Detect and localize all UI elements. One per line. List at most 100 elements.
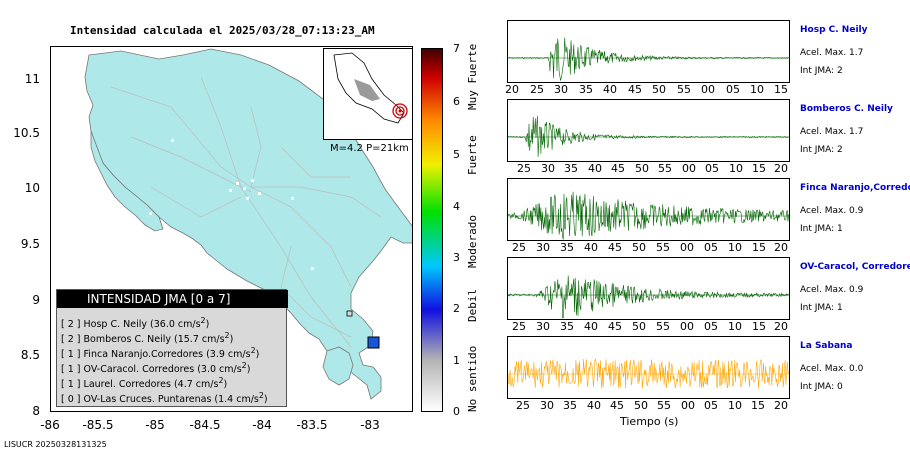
- x-tick-label: -85.5: [82, 418, 114, 432]
- time-tick: 25: [512, 241, 526, 254]
- time-tick: 30: [540, 399, 554, 412]
- legend-close: ): [255, 349, 260, 361]
- time-tick: 55: [656, 320, 670, 333]
- legend-level: [ 1 ]: [61, 364, 81, 376]
- legend-text: Hosp C. Neily (36.0 cm/s: [83, 319, 201, 331]
- time-tick: 10: [729, 162, 743, 175]
- legend-row: [ 0 ] OV-Las Cruces. Puntarenas (1.4 cm/…: [61, 391, 268, 405]
- waveform-svg: [507, 358, 789, 389]
- colorbar-number: 6: [453, 95, 460, 108]
- time-tick: 00: [680, 320, 694, 333]
- time-tick: 05: [726, 83, 740, 96]
- station-acel: Acel. Max. 0.0: [800, 364, 864, 374]
- y-tick-label: 9: [32, 293, 40, 307]
- time-tick: 20: [774, 241, 788, 254]
- waveform-svg: [507, 275, 789, 319]
- station-marker-small[interactable]: [346, 310, 353, 317]
- time-tick: 00: [682, 162, 696, 175]
- colorbar-word: Debil: [466, 288, 479, 322]
- waveform-panel: [507, 99, 790, 162]
- station-name: Finca Naranjo,Corredores: [800, 183, 910, 193]
- station-int: Int JMA: 2: [800, 66, 843, 76]
- time-axis: 25 30 35 40 45 50 55 00 05 10 15 20: [507, 320, 790, 334]
- time-tick: 55: [657, 399, 671, 412]
- legend-text: Finca Naranjo.Corredores (3.9 cm/s: [83, 349, 251, 361]
- colorbar-number: 1: [453, 354, 460, 367]
- inset-map-svg: [333, 52, 408, 124]
- time-tick: 25: [530, 83, 544, 96]
- waveform-panel: [507, 178, 790, 241]
- legend-sup: 2: [218, 376, 224, 385]
- station-acel: Acel. Max. 0.9: [800, 285, 864, 295]
- location-inset: [323, 48, 413, 140]
- colorbar-number: 4: [453, 200, 460, 213]
- time-tick: 40: [587, 399, 601, 412]
- time-tick: 05: [704, 241, 718, 254]
- legend-row: [ 2 ] Bomberos C. Neily (15.7 cm/s2): [61, 331, 233, 345]
- colorbar-number: 2: [453, 302, 460, 315]
- time-tick: 10: [750, 83, 764, 96]
- y-tick-label: 10.5: [13, 126, 40, 140]
- legend-close: ): [223, 379, 228, 391]
- time-tick: 15: [774, 83, 788, 96]
- colorbar-number: 3: [453, 251, 460, 264]
- time-tick: 45: [628, 83, 642, 96]
- station-acel: Acel. Max. 0.9: [800, 206, 864, 216]
- time-axis-title: Tiempo (s): [620, 415, 679, 428]
- intensity-legend: INTENSIDAD JMA [0 a 7] [ 2 ] Hosp C. Nei…: [56, 289, 288, 407]
- time-tick: 40: [603, 83, 617, 96]
- legend-close: ): [263, 394, 268, 406]
- time-tick: 50: [632, 320, 646, 333]
- time-tick: 40: [584, 241, 598, 254]
- time-tick: 35: [560, 320, 574, 333]
- station-marker[interactable]: [367, 336, 380, 349]
- time-tick: 10: [728, 320, 742, 333]
- legend-title: INTENSIDAD JMA [0 a 7]: [57, 290, 288, 308]
- legend-text: Bomberos C. Neily (15.7 cm/s: [83, 334, 225, 346]
- station-int: Int JMA: 1: [800, 303, 843, 313]
- y-tick-label: 8.5: [20, 348, 40, 362]
- waveform-panel: [507, 257, 790, 320]
- time-axis: 25 30 35 40 45 50 55 00 05 10 15 20: [507, 162, 790, 176]
- waveform-svg: [507, 37, 789, 81]
- x-tick-label: -86: [40, 418, 60, 432]
- legend-sup: 2: [224, 331, 230, 340]
- y-tick-label: 10: [24, 181, 40, 195]
- time-tick: 55: [656, 241, 670, 254]
- legend-sup: 2: [200, 316, 206, 325]
- time-tick: 35: [563, 399, 577, 412]
- y-tick-label: 8: [32, 404, 40, 418]
- time-tick: 45: [608, 320, 622, 333]
- legend-level: [ 1 ]: [61, 349, 81, 361]
- time-tick: 20: [505, 83, 519, 96]
- time-tick: 25: [517, 162, 531, 175]
- time-tick: 20: [774, 320, 788, 333]
- time-tick: 00: [681, 399, 695, 412]
- time-tick: 30: [536, 320, 550, 333]
- time-tick: 00: [680, 241, 694, 254]
- x-tick-label: -85: [145, 418, 165, 432]
- time-tick: 55: [658, 162, 672, 175]
- time-tick: 50: [635, 162, 649, 175]
- time-tick: 40: [584, 320, 598, 333]
- colorbar-number: 7: [453, 42, 460, 55]
- time-tick: 15: [752, 162, 766, 175]
- time-tick: 30: [541, 162, 555, 175]
- legend-row: [ 2 ] Hosp C. Neily (36.0 cm/s2): [61, 316, 209, 330]
- time-axis: 25 30 35 40 45 50 55 00 05 10 15 20: [507, 241, 790, 255]
- nicoya-peninsula: [90, 130, 164, 232]
- waveform-panel: [507, 20, 790, 83]
- colorbar-word: Muy Fuerte: [466, 43, 479, 110]
- time-tick: 00: [701, 83, 715, 96]
- time-tick: 30: [554, 83, 568, 96]
- time-tick: 25: [516, 399, 530, 412]
- time-tick: 30: [536, 241, 550, 254]
- time-tick: 05: [704, 320, 718, 333]
- x-tick-label: -83.5: [296, 418, 328, 432]
- waveform-trace: [507, 37, 789, 81]
- time-tick: 15: [752, 320, 766, 333]
- waveform-trace: [507, 275, 789, 319]
- osa-peninsula: [322, 346, 354, 386]
- colorbar-word: Moderado: [466, 215, 479, 268]
- time-tick: 40: [588, 162, 602, 175]
